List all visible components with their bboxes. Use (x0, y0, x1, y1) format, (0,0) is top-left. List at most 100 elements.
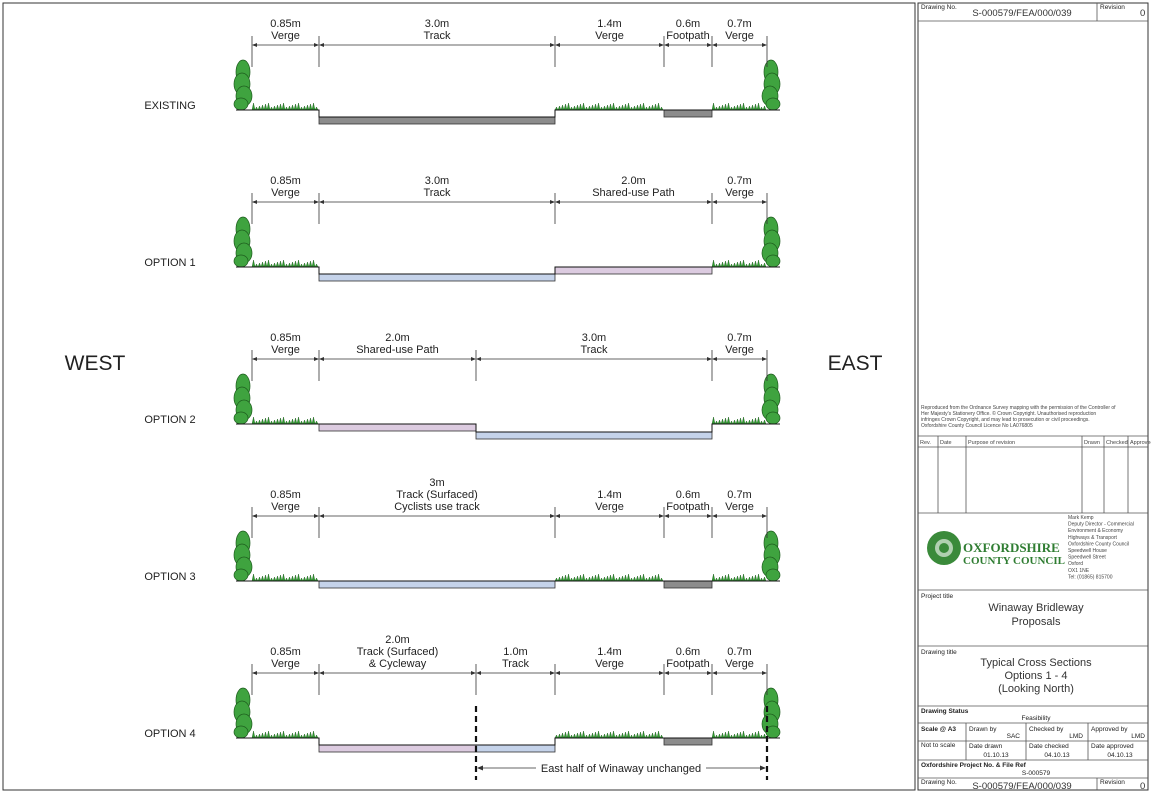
address-line: Environment & Economy (1068, 528, 1124, 534)
revision: 0 (1140, 8, 1145, 19)
segment-name: Track (423, 187, 451, 199)
tree (233, 568, 249, 582)
segment-width: 0.85m (270, 489, 301, 501)
arrowhead (664, 671, 712, 675)
approved-by: LMD (1131, 733, 1145, 740)
address-line: Oxfordshire County Council (1068, 541, 1129, 547)
grass (711, 102, 767, 111)
segment-width: 0.7m (727, 18, 751, 30)
segment-name: Verge (725, 344, 754, 356)
address-line: Highways & Transport (1068, 535, 1118, 541)
segment-name: Track (423, 30, 451, 42)
segment-name: Track (502, 658, 530, 670)
grass (711, 573, 767, 582)
address-line: Speedwell House (1068, 548, 1107, 554)
segment-name: Verge (725, 187, 754, 199)
table-header: Approved (1130, 440, 1151, 446)
tree (765, 411, 781, 425)
grass (711, 259, 767, 268)
grass (554, 573, 664, 582)
segment-name: Cyclists use track (394, 501, 480, 513)
section-label: OPTION 4 (144, 728, 195, 740)
segment-name: Verge (271, 344, 300, 356)
grass (251, 102, 319, 111)
segment-width: 1.4m (597, 646, 621, 658)
segment-width: 1.4m (597, 489, 621, 501)
segment-name: Verge (271, 187, 300, 199)
section-label: OPTION 3 (144, 571, 195, 583)
section-label: OPTION 2 (144, 414, 195, 426)
ground-line (236, 737, 780, 746)
segment-width: 0.85m (270, 175, 301, 187)
date-drawn: 01.10.13 (983, 752, 1009, 759)
label: Drawing No. (921, 4, 957, 11)
label: Checked by (1029, 726, 1064, 733)
annotation: East half of Winaway unchanged (541, 763, 701, 775)
status: Feasibility (1022, 715, 1052, 722)
label: Oxfordshire Project No. & File Ref (921, 762, 1027, 769)
grass (251, 416, 319, 425)
segment-width: 1.0m (503, 646, 527, 658)
drawing-frame (2, 2, 916, 791)
date-checked: 04.10.13 (1044, 752, 1070, 759)
surface (318, 423, 477, 432)
address-line: Speedwell Street (1068, 555, 1106, 561)
drawing-title: (Looking North) (998, 683, 1074, 695)
segment-width: 2.0m (385, 634, 409, 646)
segment-name: Verge (271, 501, 300, 513)
segment-width: 3.0m (582, 332, 606, 344)
council-name: OXFORDSHIRE (963, 540, 1060, 555)
label: Date approved (1091, 743, 1134, 750)
segment-name: Verge (271, 658, 300, 670)
label: Drawn by (969, 726, 997, 733)
scale: Not to scale (921, 742, 956, 749)
segment-width: 3.0m (425, 175, 449, 187)
drawing-number: S-000579/FEA/000/039 (972, 781, 1071, 792)
segment-name: Footpath (666, 30, 709, 42)
ground-line (236, 266, 780, 275)
segment-name: & Cycleway (369, 658, 427, 670)
surface (663, 737, 713, 746)
table-header: Checked (1106, 440, 1128, 446)
checked-by: LMD (1069, 733, 1083, 740)
segment-name: Track (Surfaced) (357, 646, 439, 658)
drawn-by: SAC (1007, 733, 1021, 740)
segment-name: Footpath (666, 658, 709, 670)
grass (251, 573, 319, 582)
tree (233, 97, 249, 111)
segment-name: Verge (595, 501, 624, 513)
project-title: Winaway Bridleway (988, 602, 1084, 614)
west-label: WEST (65, 352, 126, 375)
segment-name: Verge (725, 30, 754, 42)
revision-table: Rev. Date Purpose of revision Drawn Checked A… (920, 436, 1151, 513)
table-header: Drawn (1084, 440, 1100, 446)
surface (318, 116, 556, 125)
address-line: OX1 1NE (1068, 568, 1090, 574)
segment-name: Track (Surfaced) (396, 489, 478, 501)
segment-width: 0.6m (676, 18, 700, 30)
tree (765, 568, 781, 582)
segment-width: 0.85m (270, 646, 301, 658)
segment-name: Verge (271, 30, 300, 42)
segment-name: Verge (595, 30, 624, 42)
segment-width: 0.7m (727, 646, 751, 658)
copyright-note: Reproduced from the Ordnance Survey mapp… (921, 405, 1116, 429)
segment-name: Verge (725, 658, 754, 670)
tree (233, 725, 249, 739)
tree (765, 97, 781, 111)
segment-width: 2.0m (385, 332, 409, 344)
segment-name: Track (580, 344, 608, 356)
label: Project title (921, 593, 954, 600)
address-line: Mark Kemp (1068, 515, 1094, 521)
title-block-frame (917, 2, 1149, 791)
ground-line (236, 423, 780, 433)
grass (554, 730, 664, 739)
segment-width: 0.7m (727, 489, 751, 501)
section-label: EXISTING (144, 100, 195, 112)
surface (663, 109, 713, 118)
tree (765, 254, 781, 268)
segment-width: 0.7m (727, 175, 751, 187)
grass (711, 730, 767, 739)
